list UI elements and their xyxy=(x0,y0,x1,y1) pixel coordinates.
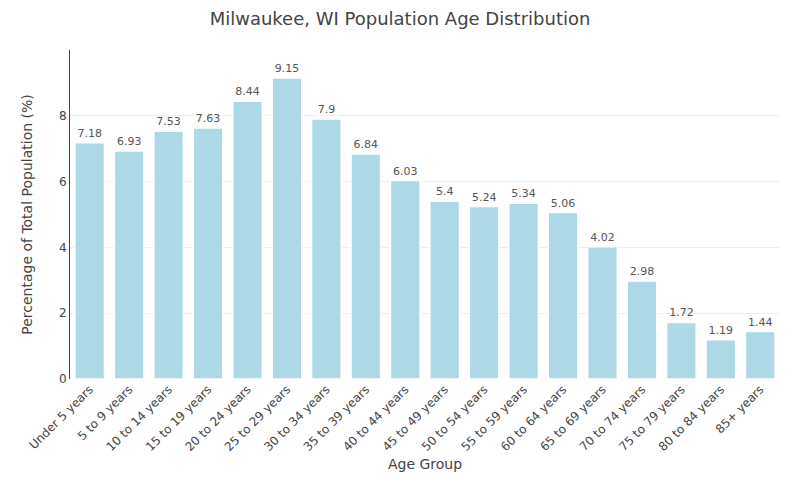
svg-text:30 to 34 years: 30 to 34 years xyxy=(261,382,332,453)
svg-text:10 to 14 years: 10 to 14 years xyxy=(104,382,175,453)
svg-text:25 to 29 years: 25 to 29 years xyxy=(222,382,293,453)
svg-text:1.72: 1.72 xyxy=(669,306,694,319)
svg-text:1.19: 1.19 xyxy=(709,324,734,337)
svg-text:8: 8 xyxy=(59,109,67,123)
svg-text:6.84: 6.84 xyxy=(354,138,379,151)
svg-text:Percentage of Total Population: Percentage of Total Population (%) xyxy=(19,94,35,335)
svg-text:6: 6 xyxy=(59,175,67,189)
svg-text:Age Group: Age Group xyxy=(388,456,462,472)
svg-text:2: 2 xyxy=(59,306,67,320)
svg-text:4: 4 xyxy=(59,241,67,255)
svg-text:45 to 49 years: 45 to 49 years xyxy=(380,382,451,453)
svg-text:55 to 59 years: 55 to 59 years xyxy=(459,382,530,453)
svg-text:5.06: 5.06 xyxy=(551,197,576,210)
svg-text:75 to 79 years: 75 to 79 years xyxy=(616,382,687,453)
svg-text:15 to 19 years: 15 to 19 years xyxy=(143,382,214,453)
svg-text:70 to 74 years: 70 to 74 years xyxy=(577,382,648,453)
svg-text:5.24: 5.24 xyxy=(472,191,497,204)
svg-text:7.9: 7.9 xyxy=(318,103,336,116)
svg-text:50 to 54 years: 50 to 54 years xyxy=(419,382,490,453)
svg-text:40 to 44 years: 40 to 44 years xyxy=(340,382,411,453)
svg-text:6.93: 6.93 xyxy=(117,135,142,148)
svg-text:60 to 64 years: 60 to 64 years xyxy=(498,382,569,453)
svg-text:5.4: 5.4 xyxy=(436,185,454,198)
svg-text:8.44: 8.44 xyxy=(235,85,260,98)
svg-text:85+ years: 85+ years xyxy=(713,382,767,436)
svg-text:Under 5 years: Under 5 years xyxy=(26,382,96,452)
svg-text:5.34: 5.34 xyxy=(511,187,536,200)
svg-text:4.02: 4.02 xyxy=(590,231,615,244)
svg-text:7.63: 7.63 xyxy=(196,112,221,125)
svg-text:0: 0 xyxy=(59,372,67,386)
svg-text:65 to 69 years: 65 to 69 years xyxy=(537,382,608,453)
svg-text:20 to 24 years: 20 to 24 years xyxy=(182,382,253,453)
svg-text:Milwaukee, WI Population Age D: Milwaukee, WI Population Age Distributio… xyxy=(210,8,591,29)
svg-text:7.18: 7.18 xyxy=(77,127,102,140)
svg-text:6.03: 6.03 xyxy=(393,165,418,178)
svg-text:9.15: 9.15 xyxy=(275,62,300,75)
svg-text:5 to 9 years: 5 to 9 years xyxy=(75,382,136,443)
svg-text:2.98: 2.98 xyxy=(630,265,655,278)
svg-text:1.44: 1.44 xyxy=(748,316,773,329)
svg-text:7.53: 7.53 xyxy=(156,115,181,128)
svg-text:80 to 84 years: 80 to 84 years xyxy=(656,382,727,453)
svg-text:35 to 39 years: 35 to 39 years xyxy=(301,382,372,453)
